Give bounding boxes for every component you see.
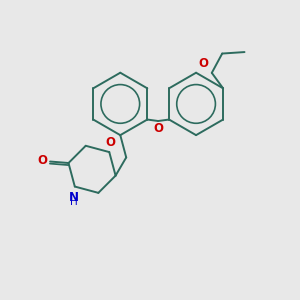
- Text: O: O: [153, 122, 163, 135]
- Text: O: O: [106, 136, 116, 148]
- Text: O: O: [38, 154, 48, 167]
- Text: N: N: [69, 191, 79, 204]
- Text: H: H: [70, 197, 78, 207]
- Text: O: O: [199, 58, 209, 70]
